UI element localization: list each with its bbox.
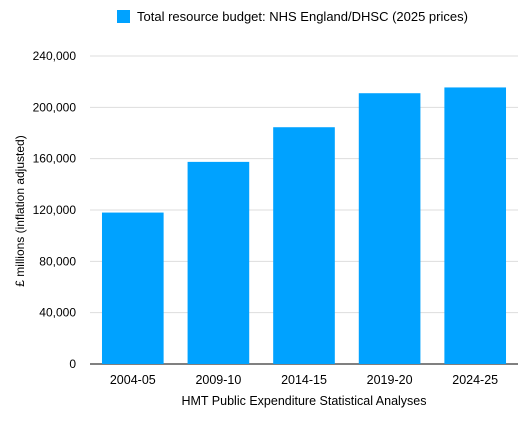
bar — [101, 212, 164, 364]
y-tick-label: 200,000 — [33, 100, 77, 114]
x-tick-label: 2019-20 — [367, 373, 413, 387]
bar — [358, 93, 421, 364]
y-tick-label: 40,000 — [39, 306, 76, 320]
y-tick-label: 160,000 — [33, 152, 77, 166]
x-tick-label: 2009-10 — [195, 373, 241, 387]
legend-label: Total resource budget: NHS England/DHSC … — [137, 9, 468, 24]
bar — [444, 87, 507, 365]
y-axis-title: £ millions (inflation adjusted) — [13, 135, 27, 286]
y-tick-label: 120,000 — [33, 203, 77, 217]
y-tick-label: 240,000 — [33, 49, 77, 63]
x-tick-label: 2014-15 — [281, 373, 327, 387]
y-tick-label: 80,000 — [39, 254, 76, 268]
bars — [101, 87, 507, 365]
x-axis-title: HMT Public Expenditure Statistical Analy… — [181, 394, 426, 408]
y-axis-ticks: 0 40,000 80,000 120,000 160,000 200,000 240,00… — [33, 49, 77, 371]
bar — [273, 127, 335, 364]
legend: Total resource budget: NHS England/DHSC … — [117, 9, 468, 24]
x-tick-label: 2004-05 — [110, 373, 156, 387]
legend-swatch — [117, 10, 130, 23]
x-tick-label: 2024-25 — [452, 373, 498, 387]
x-axis-ticks: 2004-05 2009-10 2014-15 2019-20 2024-25 — [110, 373, 498, 387]
y-tick-label: 0 — [69, 357, 76, 371]
bar — [187, 161, 250, 364]
